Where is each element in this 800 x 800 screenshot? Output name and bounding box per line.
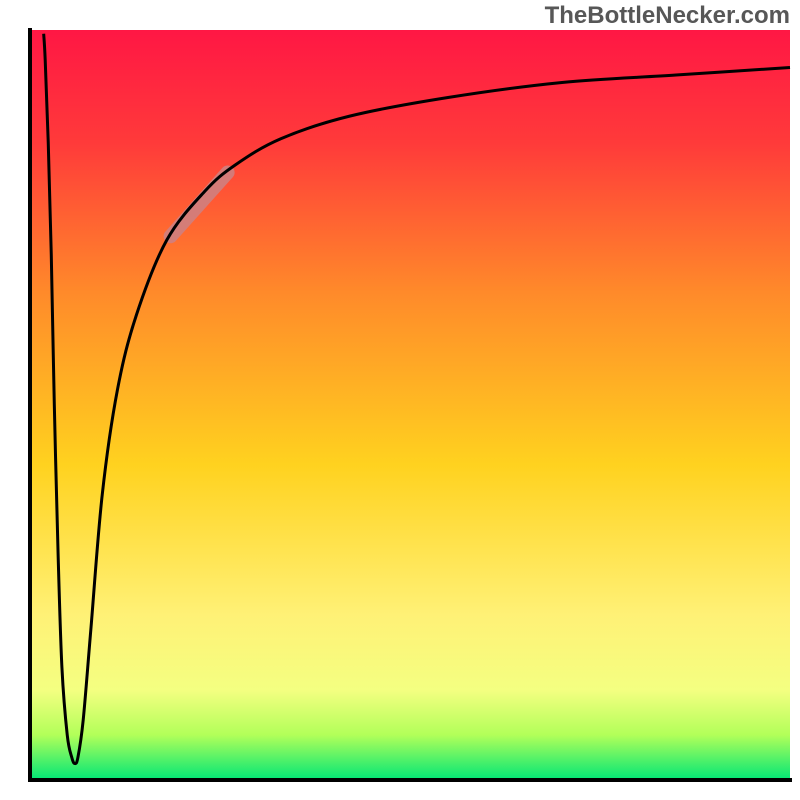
bottleneck-chart xyxy=(0,0,800,800)
chart-container: TheBottleNecker.com xyxy=(0,0,800,800)
watermark-text: TheBottleNecker.com xyxy=(545,2,790,30)
plot-background xyxy=(30,30,790,780)
